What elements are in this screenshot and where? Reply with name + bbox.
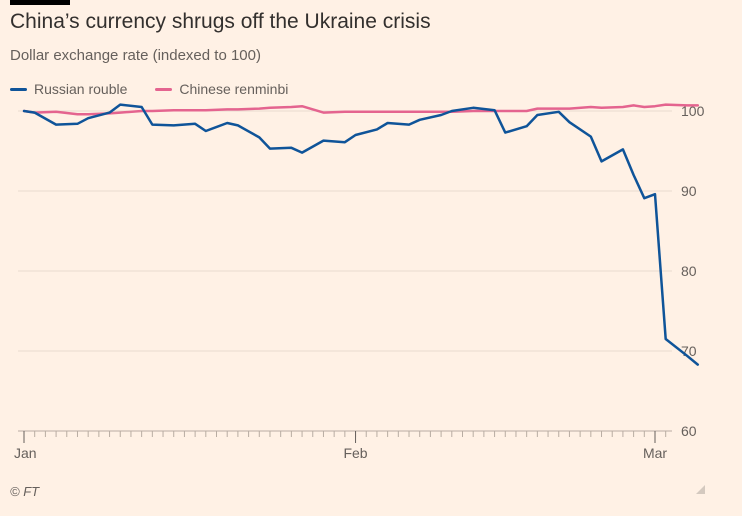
chart-subtitle: Dollar exchange rate (indexed to 100) — [10, 47, 261, 64]
y-tick-label-80: 80 — [681, 263, 697, 279]
resize-corner-icon — [696, 485, 705, 494]
legend-item-renminbi: Chinese renminbi — [155, 81, 288, 97]
y-tick-label-60: 60 — [681, 423, 697, 439]
x-tick-label-jan: Jan — [14, 445, 37, 461]
legend-item-rouble: Russian rouble — [10, 81, 127, 97]
series-line-rouble — [22, 103, 700, 366]
series-line-renminbi — [22, 103, 700, 116]
x-tick-label-mar: Mar — [643, 445, 667, 461]
ft-brand-bar — [10, 0, 70, 5]
chart-legend: Russian rouble Chinese renminbi — [10, 80, 316, 98]
legend-swatch-renminbi — [155, 87, 173, 91]
legend-label-rouble: Russian rouble — [34, 81, 128, 97]
legend-label-renminbi: Chinese renminbi — [179, 81, 289, 97]
source-credit: © FT — [10, 484, 40, 499]
y-tick-label-90: 90 — [681, 183, 697, 199]
x-tick-label-feb: Feb — [343, 445, 367, 461]
chart-title: China’s currency shrugs off the Ukraine … — [10, 10, 431, 33]
y-tick-label-100: 100 — [681, 103, 705, 119]
legend-swatch-rouble — [10, 87, 27, 91]
